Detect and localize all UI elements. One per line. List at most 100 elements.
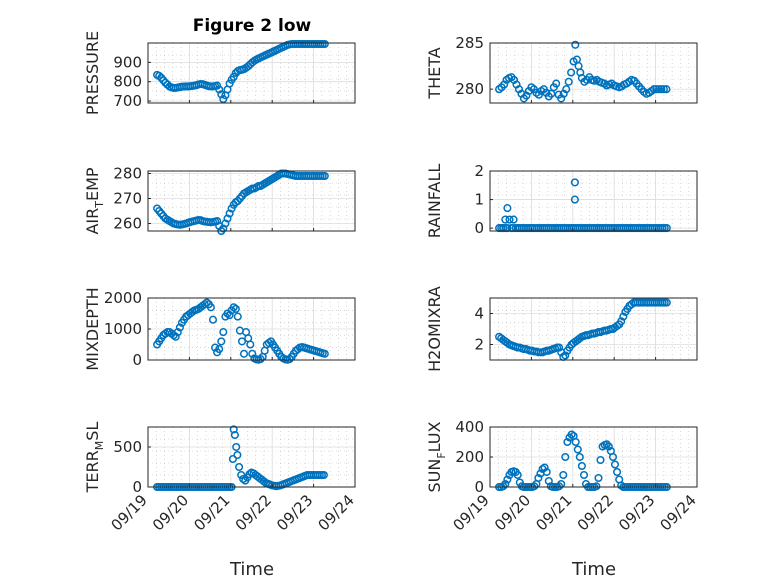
data-point <box>231 304 240 313</box>
y-tick-label: 285 <box>455 34 484 52</box>
data-point <box>320 171 329 181</box>
data-point <box>559 470 568 480</box>
x-tick-label: 09/24 <box>315 491 358 534</box>
y-axis-label: RAINFALL <box>425 164 444 239</box>
y-axis-label: AIRTEMP <box>83 167 106 234</box>
data-point <box>513 470 522 480</box>
y-tick-label: 2000 <box>104 289 142 307</box>
data-point <box>155 71 164 80</box>
y-tick-label: 0 <box>132 351 142 369</box>
data-point <box>233 450 242 460</box>
data-point <box>662 298 671 307</box>
subplot-2: 280 285 THETA <box>425 34 698 104</box>
data-point <box>542 467 551 477</box>
x-tick-label: 09/19 <box>450 491 493 534</box>
data-point <box>505 215 514 224</box>
x-tick-label: 09/20 <box>491 491 534 534</box>
axes-frame <box>489 170 698 232</box>
y-tick-label: 900 <box>113 53 142 71</box>
data-point <box>573 445 582 454</box>
data-point <box>654 85 663 94</box>
y-axis-label-subscript: M <box>93 441 106 451</box>
data-point <box>228 454 237 464</box>
data-point <box>175 323 184 332</box>
data-point <box>173 328 182 337</box>
x-tick-label: 09/23 <box>615 491 658 534</box>
data-point <box>594 473 603 483</box>
data-point <box>592 482 601 491</box>
y-tick-label: 280 <box>455 80 484 98</box>
y-tick-label: 700 <box>113 92 142 110</box>
data-point <box>617 317 626 326</box>
data-point <box>662 85 671 94</box>
y-tick-label: 260 <box>113 215 142 233</box>
data-point <box>503 475 512 484</box>
data-point <box>233 312 242 321</box>
y-tick-label: 270 <box>113 190 142 208</box>
data-point <box>208 315 218 324</box>
y-tick-label: 1000 <box>104 320 142 338</box>
data-point <box>499 482 508 491</box>
data-point <box>610 460 620 469</box>
data-point <box>225 209 234 218</box>
data-point <box>619 312 628 321</box>
y-axis-label: SUNFLUX <box>425 421 448 492</box>
data-point <box>596 455 605 465</box>
y-axis-label-rest: EMP <box>83 167 102 201</box>
data-point <box>659 85 668 94</box>
x-axis-label-right: Time <box>571 559 616 580</box>
data-point <box>232 442 241 452</box>
subplot-4: 0 1 2 RAINFALL <box>425 162 698 239</box>
y-tick-label: 0 <box>132 478 142 496</box>
data-point <box>567 430 576 439</box>
y-axis-label-rest: SL <box>83 422 102 441</box>
y-axis-label-rest: LUX <box>425 421 444 452</box>
data-point <box>570 178 579 187</box>
data-point <box>509 215 518 224</box>
data-point <box>235 462 244 472</box>
data-point <box>285 355 294 364</box>
y-tick-label: 500 <box>113 438 142 456</box>
data-point <box>649 85 658 94</box>
axes-frame <box>147 170 356 232</box>
data-point <box>215 85 224 94</box>
y-tick-label: 2 <box>474 162 484 180</box>
data-point <box>571 437 580 447</box>
data-point <box>211 343 220 352</box>
data-point <box>171 332 180 341</box>
data-point <box>579 470 589 480</box>
data-point <box>613 467 622 477</box>
data-point <box>561 351 570 360</box>
data-point <box>574 62 583 71</box>
data-point <box>503 204 512 213</box>
data-point <box>229 72 238 81</box>
data-point <box>552 79 561 88</box>
data-point <box>652 85 661 94</box>
data-point <box>248 349 257 358</box>
y-axis-label: PRESSURE <box>83 31 102 115</box>
data-point <box>320 39 329 49</box>
figure-title: Figure 2 low <box>193 16 312 36</box>
x-tick-label: 09/22 <box>232 491 275 534</box>
axes-frame <box>489 297 698 361</box>
axes-frame <box>489 42 698 104</box>
data-point <box>604 442 613 451</box>
data-point <box>577 461 586 471</box>
data-point <box>563 437 572 447</box>
data-point <box>562 85 571 94</box>
x-tick-label: 09/22 <box>574 491 617 534</box>
y-tick-label: 1 <box>474 191 484 209</box>
y-tick-label: 800 <box>113 73 142 91</box>
x-tick-label: 09/24 <box>657 491 700 534</box>
x-tick-label: 09/21 <box>190 491 233 534</box>
data-point <box>237 337 247 346</box>
data-point <box>534 473 543 483</box>
x-tick-label: 09/20 <box>149 491 192 534</box>
y-axis-label: TERRMSL <box>83 422 106 494</box>
data-point <box>540 463 549 472</box>
